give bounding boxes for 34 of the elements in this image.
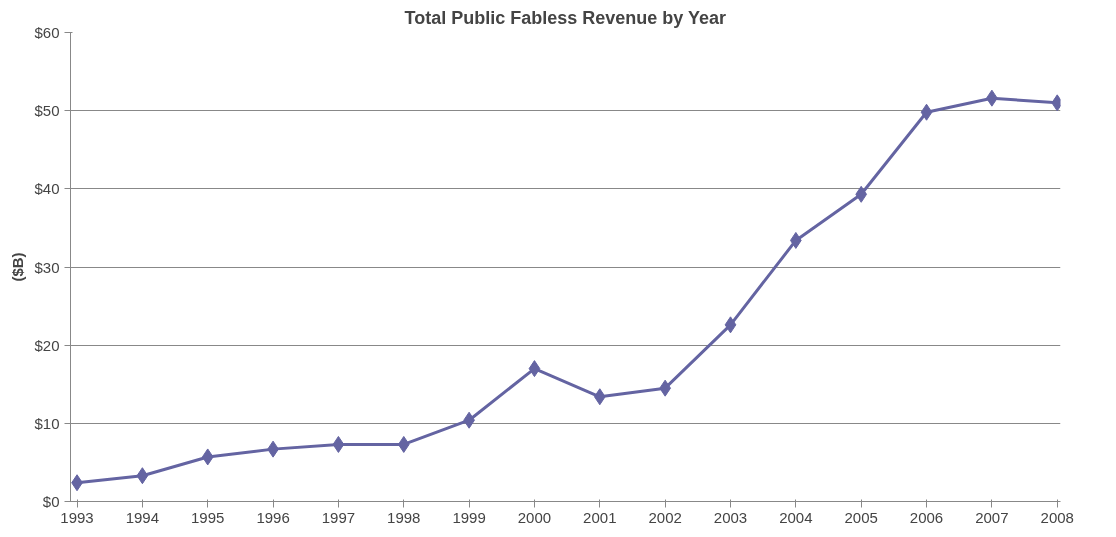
x-tick-label: 1996 xyxy=(256,508,290,526)
y-tick-label: $0 xyxy=(42,493,60,510)
x-tick-label: 2001 xyxy=(583,508,617,526)
y-axis-title: ($B) xyxy=(9,252,27,282)
x-tick-label: 1995 xyxy=(191,508,225,526)
x-tick-label: 2002 xyxy=(648,508,682,526)
y-tick-label: $30 xyxy=(34,258,60,276)
point xyxy=(528,360,541,378)
x-tick-label: 2000 xyxy=(517,508,552,526)
x-tick-label: 1993 xyxy=(60,508,94,526)
x-tick-label: 2004 xyxy=(779,508,813,526)
point xyxy=(855,185,868,203)
point xyxy=(724,316,737,334)
point xyxy=(397,435,410,453)
y-tick-label: $20 xyxy=(34,336,60,354)
y-tick-label: $10 xyxy=(34,414,60,432)
y-tick-label: $40 xyxy=(34,180,60,198)
x-tick-label: 1998 xyxy=(387,508,421,526)
x-tick-label: 1999 xyxy=(452,508,486,526)
point xyxy=(136,467,149,485)
y-tick-label: $60 xyxy=(34,24,60,41)
x-tick-label: 2008 xyxy=(1040,508,1074,526)
point xyxy=(920,103,933,121)
point xyxy=(332,435,345,453)
x-tick-label: 1997 xyxy=(321,508,356,526)
x-tick-label: 2007 xyxy=(975,508,1009,526)
point xyxy=(201,448,214,466)
x-tick-label: 2005 xyxy=(844,508,878,526)
x-tick-label: 2006 xyxy=(909,508,944,526)
point xyxy=(593,388,606,406)
chart-title: Total Public Fabless Revenue by Year xyxy=(404,7,727,28)
y-tick-label: $50 xyxy=(34,102,60,120)
x-tick-label: 2003 xyxy=(713,508,748,526)
x-tick-label: 1994 xyxy=(125,508,160,526)
